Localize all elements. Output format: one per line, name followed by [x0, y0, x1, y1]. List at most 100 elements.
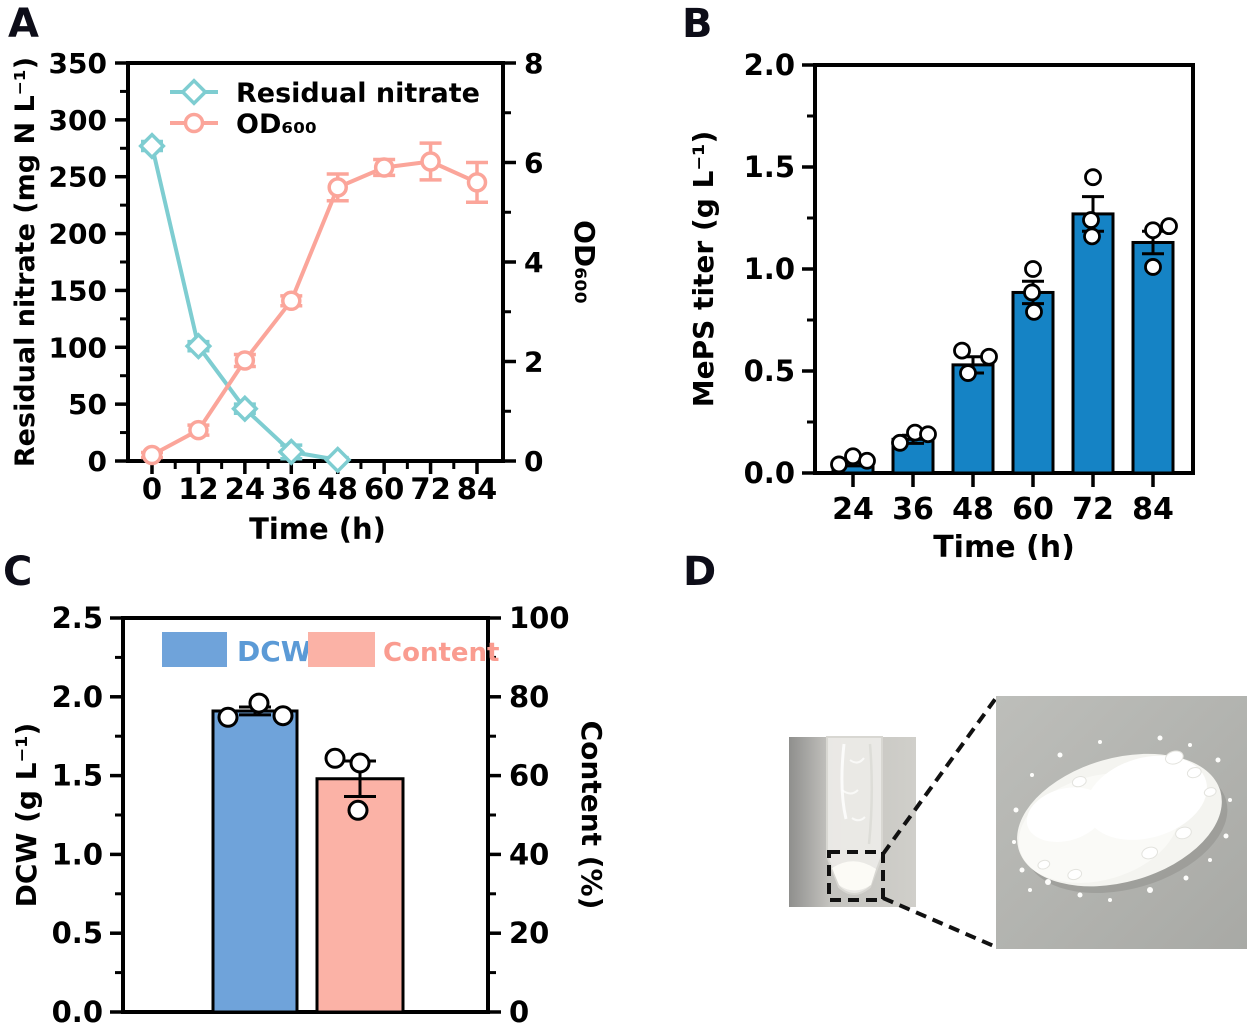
- marker-circle: [373, 157, 395, 178]
- zoom-line-bottom: [882, 896, 997, 949]
- replicate-dot: [858, 451, 876, 470]
- replicate-dot: [1082, 211, 1100, 229]
- powder-speckle: [1030, 773, 1034, 777]
- marker-diamond: [138, 132, 166, 160]
- y-axis-label-left: DCW (g L⁻¹): [10, 723, 43, 908]
- replicate-dot: [349, 752, 371, 774]
- y-tick-label-right: 6: [524, 147, 543, 180]
- y-tick-label-left: 0.0: [52, 995, 103, 1027]
- x-tick-label: 24: [832, 492, 874, 527]
- y-tick-label-right: 40: [509, 837, 549, 871]
- replicate-dot: [1083, 227, 1101, 246]
- replicate-dot: [347, 799, 369, 821]
- powder-speckle: [1012, 840, 1016, 844]
- bar-dcw: [211, 709, 299, 1014]
- replicate-dot: [1084, 168, 1102, 187]
- marker-circle: [188, 419, 209, 441]
- zoom-box: [827, 850, 885, 902]
- powder-speckle: [1028, 888, 1032, 892]
- y-tick-label-left: 350: [49, 47, 107, 80]
- marker-diamond: [184, 332, 213, 360]
- panel-label-b: B: [682, 1, 713, 47]
- panel-label-a: A: [8, 1, 39, 47]
- x-tick-label: 36: [892, 492, 934, 527]
- y-tick-label: 0.0: [744, 456, 795, 490]
- powder-speckle: [1215, 757, 1221, 763]
- replicate-dot: [1025, 302, 1043, 321]
- legend-label-content: Content: [383, 638, 499, 668]
- legend-swatch-dcw: [162, 632, 227, 667]
- powder-speckle: [1223, 833, 1229, 839]
- replicate-dot: [830, 455, 848, 474]
- y-tick-label-right: 80: [509, 680, 549, 714]
- replicate-dot: [217, 706, 239, 728]
- y-tick-label-left: 0: [88, 445, 107, 478]
- y-tick-label: 0.5: [744, 354, 795, 388]
- powder-speckle: [1108, 898, 1112, 902]
- y-tick-label: 1.0: [744, 252, 795, 286]
- x-tick-label: 84: [1132, 492, 1174, 527]
- plot-frame: [121, 616, 490, 1014]
- powder-speckle: [1228, 798, 1232, 802]
- y-tick-label-left: 2.0: [52, 680, 103, 714]
- marker-circle: [141, 444, 163, 466]
- x-tick-label: 24: [225, 472, 265, 506]
- legend-label: OD₆₀₀: [236, 109, 317, 140]
- replicate-dot: [1144, 221, 1162, 240]
- y-tick-label: 2.0: [744, 48, 795, 82]
- y-tick-label-left: 1.0: [52, 837, 103, 871]
- y-tick-label-left: 300: [49, 104, 107, 137]
- x-tick-label: 60: [1012, 492, 1054, 527]
- series-line-od600: [151, 159, 478, 457]
- powder-chunk: [1141, 846, 1159, 860]
- replicate-dot: [1024, 260, 1042, 278]
- replicate-dot: [248, 692, 270, 714]
- powder-speckle: [1208, 858, 1212, 862]
- y-axis-label-left: Residual nitrate (mg N L⁻¹): [10, 57, 41, 467]
- replicate-dot: [1144, 258, 1162, 276]
- white-pellet: [832, 861, 876, 891]
- y-tick-label-right: 20: [509, 916, 549, 950]
- bar-48h: [951, 363, 995, 475]
- powder-speckle: [1077, 892, 1083, 898]
- marker-diamond: [231, 394, 259, 423]
- panel-c-bar-chart: 0.0 0.5 1.0 1.5 2.0 2.5 0 20 40 60 80 100 DCW Content…: [10, 601, 608, 1027]
- y-tick-label-right: 60: [509, 759, 549, 793]
- pile-top: [1085, 755, 1207, 840]
- replicate-dot: [959, 364, 977, 382]
- y-tick-label: 1.5: [744, 150, 795, 184]
- marker-circle: [327, 177, 348, 198]
- marker-circle: [281, 290, 302, 312]
- marker-diamond: [277, 438, 306, 466]
- powder-speckle: [1019, 867, 1025, 873]
- marker-circle: [420, 151, 441, 172]
- panel-label-c: C: [3, 549, 33, 595]
- x-tick-label: 84: [457, 472, 497, 506]
- y-tick-label-left: 2.5: [52, 601, 103, 635]
- powder-chunk: [1071, 776, 1087, 788]
- powder-speckle: [1147, 887, 1153, 893]
- powder-pile: [1017, 750, 1228, 893]
- x-tick-label: 72: [410, 472, 450, 506]
- tube-shadow-line: [867, 743, 874, 845]
- x-tick-label: 48: [318, 472, 358, 506]
- replicate-dot: [919, 425, 937, 444]
- marker-circle: [234, 350, 256, 371]
- bar-84h: [1131, 240, 1175, 475]
- pile-lump: [1026, 787, 1105, 842]
- replicate-dot: [324, 747, 346, 769]
- panel-d-photos: [789, 696, 1247, 949]
- replicate-dot: [891, 433, 909, 452]
- replicate-dot: [980, 347, 998, 366]
- panel-label-d: D: [683, 549, 717, 595]
- y-tick-label-right: 4: [524, 246, 543, 279]
- panel-b-bar-chart: 0.0 0.5 1.0 1.5 2.0 24 36 48 60 72 84 Time (h) MePS …: [687, 48, 1195, 560]
- replicate-dot: [953, 341, 971, 360]
- y-axis-label-right: Content (%): [575, 721, 608, 910]
- tube-highlight: [840, 743, 848, 820]
- legend-marker-circle: [183, 112, 205, 134]
- y-tick-label-right: 0: [509, 995, 529, 1027]
- y-tick-label-left: 50: [68, 388, 107, 421]
- legend-label: Residual nitrate: [236, 78, 480, 109]
